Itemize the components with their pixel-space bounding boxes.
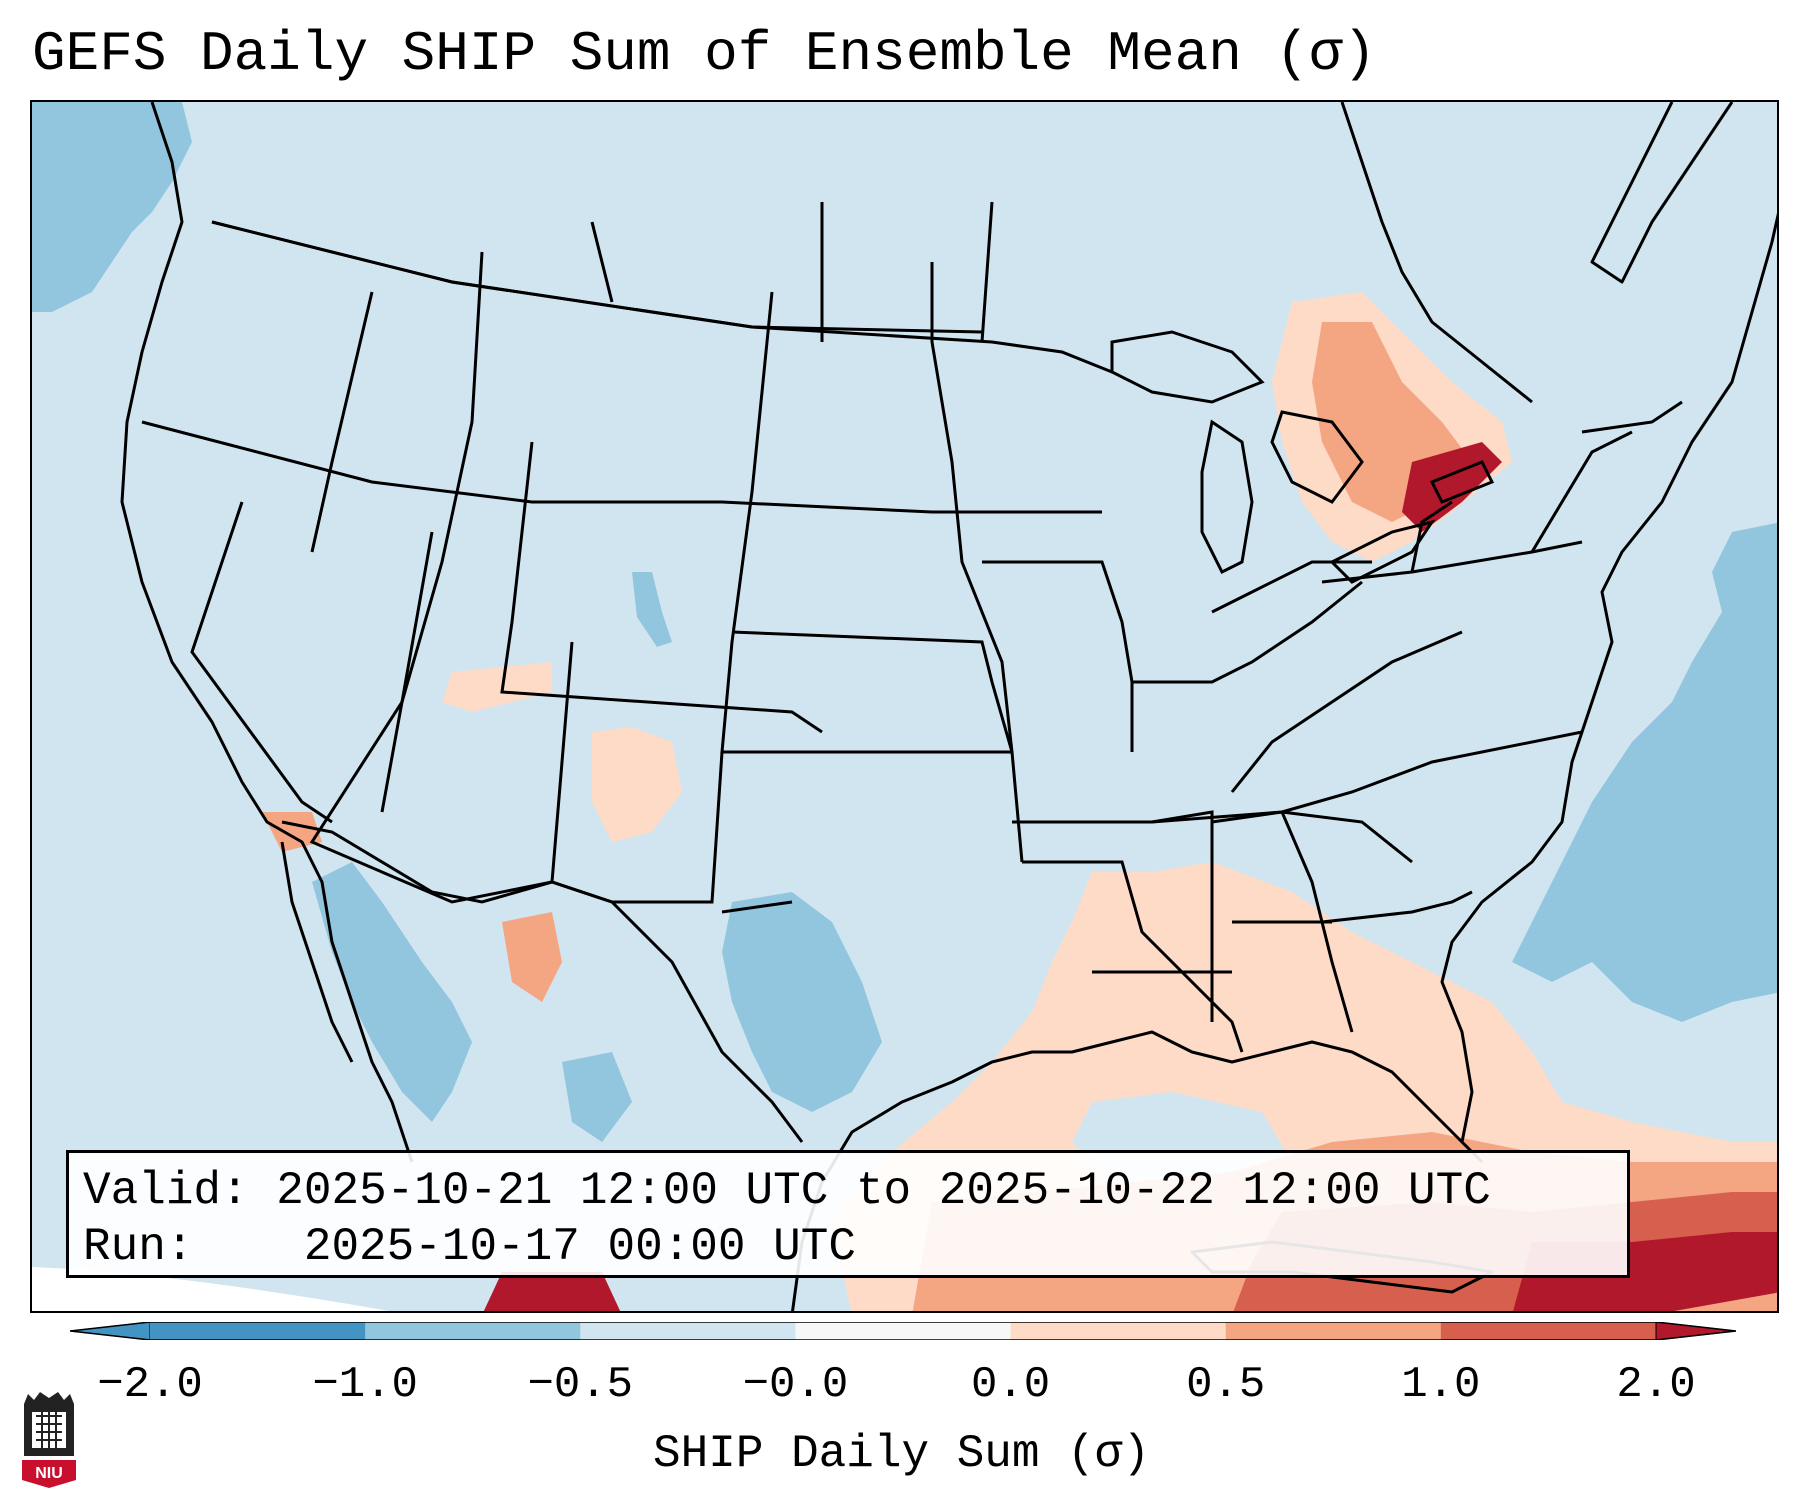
run-time: 2025-10-17 00:00 UTC [303,1221,856,1273]
anomaly-positive-mexico-interior [502,912,562,1002]
run-label: Run: [83,1221,194,1273]
great-lakes-outlines [1110,330,1495,584]
colorbar-tick-label: −2.0 [97,1360,203,1410]
state-borders [141,201,1683,1053]
colorbar-segments [70,1322,1736,1340]
anomaly-positive-socal [262,812,322,852]
us-canada-border [211,220,1113,374]
valid-time-range: 2025-10-21 12:00 UTC to 2025-10-22 12:00… [276,1165,1491,1217]
colorbar-tick-label: 0.5 [1186,1360,1266,1410]
anomaly-negative-pacific-nw [32,102,192,312]
colorbar-tick-label: 0.0 [970,1360,1051,1410]
colorbar-tick-label: −1.0 [312,1360,418,1410]
colorbar-segment [580,1322,796,1340]
anomaly-negative-mexico [562,1052,632,1142]
map-canvas [32,102,1777,1311]
map-title: GEFS Daily SHIP Sum of Ensemble Mean (σ) [32,22,1377,86]
anomaly-negative-colorado [632,572,672,647]
colorbar-segment [1010,1322,1227,1340]
anomaly-negative-baja [312,862,472,1122]
anomaly-positive-utah-nevada [442,662,552,712]
niu-logo: NIU [22,1392,76,1488]
colorbar-segment [365,1322,581,1340]
colorbar-tick-label: −0.5 [527,1360,634,1410]
colorbar-segment [150,1322,366,1340]
anomaly-positive-central-america [483,1272,621,1311]
colorbar-extend-min [70,1322,151,1340]
colorbar-segment [1225,1322,1442,1340]
colorbar-tick-label: −0.0 [742,1360,849,1410]
colorbar [70,1322,1736,1340]
colorbar-segment [1440,1322,1657,1340]
colorbar-segment [795,1322,1012,1340]
anomaly-negative-texas [722,892,882,1112]
svg-text:NIU: NIU [35,1465,63,1482]
coastlines [120,102,1777,1311]
us-mexico-border [281,820,804,1143]
colorbar-label: SHIP Daily Sum (σ) [653,1428,1150,1480]
anomaly-positive-new-mexico [592,727,682,842]
colorbar-tick-label: 1.0 [1401,1360,1481,1410]
colorbar-tick-label: 2.0 [1616,1360,1696,1410]
valid-run-info-box: Valid: 2025-10-21 12:00 UTC to 2025-10-2… [66,1150,1630,1278]
map-panel[interactable] [30,100,1779,1313]
valid-label: Valid: [83,1165,249,1217]
anomaly-negative-atlantic [1512,522,1777,1022]
colorbar-extend-max [1655,1322,1736,1340]
